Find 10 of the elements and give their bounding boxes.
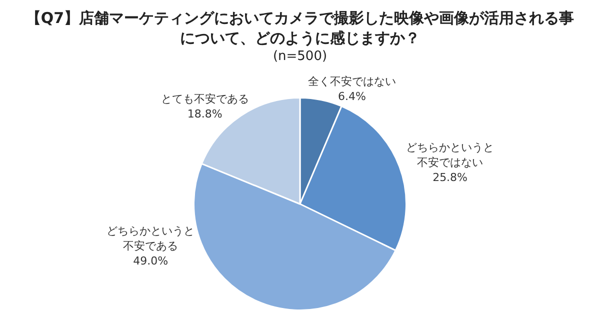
data-label: 6.4% (338, 90, 366, 103)
slice-label: とても不安である (160, 92, 249, 106)
data-label: 25.8% (432, 170, 468, 184)
slice-label: どちらかというと不安ではない (406, 140, 494, 169)
slice-label: 全く不安ではない (308, 74, 396, 88)
chart-title: 【Q7】店舗マーケティングにおいてカメラで撮影した映像や画像が活用される事について、どのように感じますか？ (24, 8, 576, 48)
data-label: 18.8% (187, 107, 222, 120)
data-label: 49.0% (133, 254, 168, 268)
chart-subtitle: (n=500) (272, 48, 328, 65)
slice-label: どちらかというと不安である (106, 224, 195, 252)
